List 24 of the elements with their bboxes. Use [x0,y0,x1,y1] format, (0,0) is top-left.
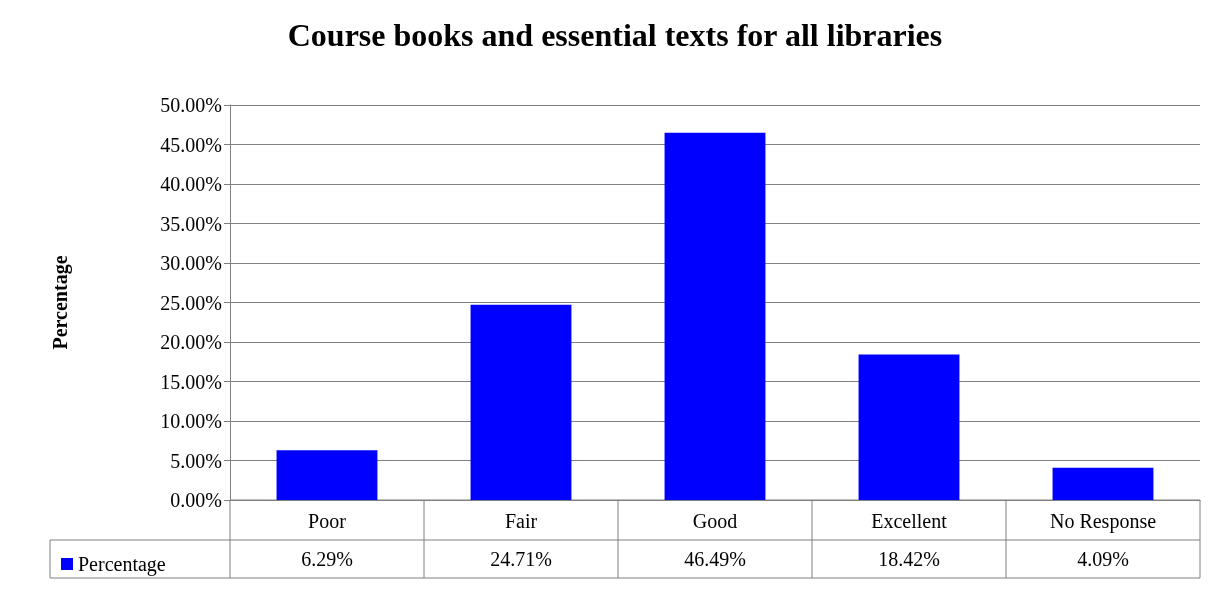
data-label: 24.71% [490,548,552,570]
data-label: 6.29% [301,548,353,570]
y-tick-label: 45.00% [160,133,222,156]
chart-title: Course books and essential texts for all libraries [287,17,943,53]
y-tick-label: 10.00% [160,410,222,432]
y-tick-label: 20.00% [160,331,222,353]
data-label: 18.42% [878,548,940,570]
y-tick-label: 15.00% [160,370,222,393]
x-tick-label: Fair [504,510,538,532]
x-tick-label: Good [692,510,738,532]
y-tick-label: 50.00% [160,94,222,116]
y-tick-label: 30.00% [160,252,222,274]
data-label: 46.49% [684,548,746,570]
y-tick-label: 25.00% [160,291,222,314]
y-tick-label: 5.00% [170,449,222,472]
legend-label: Percentage [78,553,166,576]
y-tick-label: 0.00% [170,489,222,511]
x-tick-label: Poor [308,510,347,532]
x-tick-label: Excellent [871,510,948,532]
y-axis-title: Percentage [49,255,72,350]
data-label: 4.09% [1077,548,1129,570]
y-tick-label: 40.00% [160,173,222,195]
x-tick-label: No Response [1049,510,1157,533]
y-tick-label: 35.00% [160,212,222,235]
